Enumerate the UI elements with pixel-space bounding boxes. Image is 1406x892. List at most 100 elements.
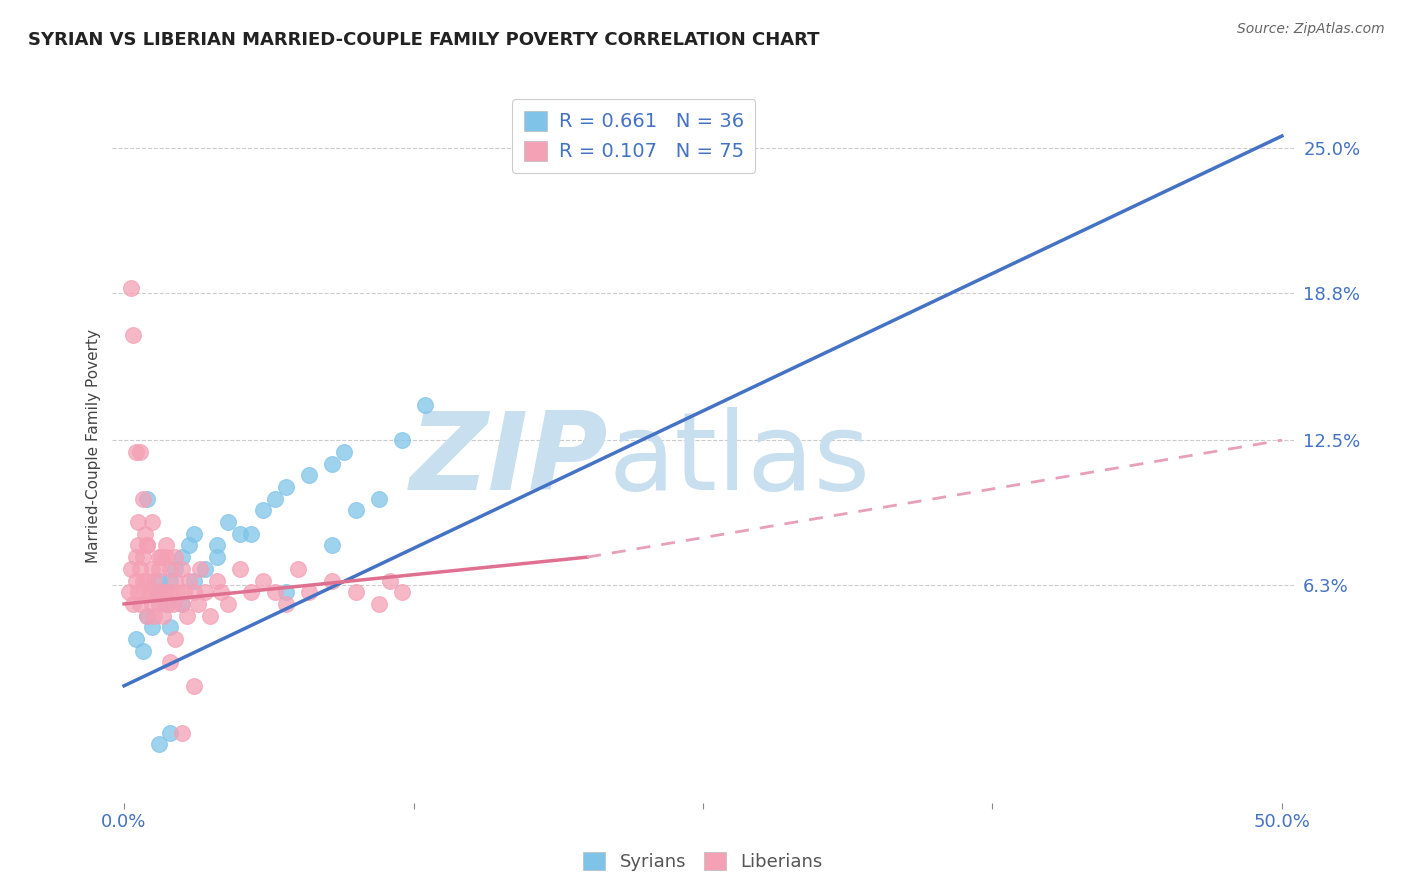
Point (344, 585, 367, 599)
Point (391, 585, 413, 599)
Point (122, 327, 145, 342)
Point (155, 585, 177, 599)
Point (129, 562, 152, 576)
Point (183, 526, 205, 541)
Point (141, 515, 163, 529)
Point (120, 281, 142, 295)
Point (321, 574, 343, 588)
Point (170, 597, 193, 611)
Point (229, 526, 252, 541)
Point (127, 538, 149, 552)
Point (159, 574, 181, 588)
Point (143, 608, 166, 623)
Legend: R = 0.661   N = 36, R = 0.107   N = 75: R = 0.661 N = 36, R = 0.107 N = 75 (512, 99, 755, 173)
Point (120, 562, 142, 576)
Point (136, 608, 159, 623)
Point (194, 562, 217, 576)
Point (143, 574, 166, 588)
Point (148, 574, 170, 588)
Point (177, 538, 200, 552)
Point (176, 608, 198, 623)
Point (198, 608, 221, 623)
Point (344, 503, 367, 517)
Point (263, 491, 285, 506)
Point (276, 585, 298, 599)
Point (127, 585, 149, 599)
Point (187, 597, 209, 611)
Point (229, 562, 252, 576)
Point (298, 468, 321, 483)
Point (367, 491, 389, 506)
Point (177, 574, 200, 588)
Point (141, 620, 163, 634)
Point (124, 632, 146, 646)
Point (141, 597, 163, 611)
Point (152, 608, 174, 623)
Point (159, 656, 181, 670)
Point (159, 725, 181, 739)
Point (391, 433, 413, 447)
Point (163, 632, 186, 646)
Point (138, 585, 160, 599)
Point (150, 585, 173, 599)
Point (148, 562, 170, 576)
Point (124, 574, 146, 588)
Legend: Syrians, Liberians: Syrians, Liberians (576, 845, 830, 879)
Point (170, 550, 193, 565)
Point (240, 585, 263, 599)
Point (321, 538, 343, 552)
Point (183, 585, 205, 599)
Point (122, 597, 145, 611)
Point (276, 597, 298, 611)
Point (159, 620, 181, 634)
Point (217, 597, 239, 611)
Point (155, 550, 177, 565)
Point (163, 562, 186, 576)
Point (252, 503, 274, 517)
Point (141, 562, 163, 576)
Point (173, 585, 195, 599)
Point (134, 585, 156, 599)
Point (129, 445, 152, 459)
Point (155, 538, 177, 552)
Point (287, 562, 309, 576)
Point (170, 562, 193, 576)
Point (205, 538, 228, 552)
Point (118, 585, 141, 599)
Point (209, 585, 232, 599)
Point (240, 526, 263, 541)
Point (298, 585, 321, 599)
Point (333, 445, 356, 459)
Point (150, 550, 173, 565)
Point (131, 644, 153, 658)
Point (134, 526, 156, 541)
Point (166, 585, 188, 599)
Point (136, 538, 159, 552)
Y-axis label: Married-Couple Family Poverty: Married-Couple Family Poverty (86, 329, 101, 563)
Point (157, 597, 180, 611)
Point (129, 597, 152, 611)
Point (159, 585, 181, 599)
Point (148, 597, 170, 611)
Text: atlas: atlas (609, 408, 870, 513)
Point (163, 574, 186, 588)
Point (163, 550, 186, 565)
Text: ZIP: ZIP (411, 408, 609, 513)
Point (217, 515, 239, 529)
Text: Source: ZipAtlas.com: Source: ZipAtlas.com (1237, 22, 1385, 37)
Point (136, 538, 159, 552)
Point (162, 597, 184, 611)
Point (413, 398, 436, 412)
Point (205, 574, 228, 588)
Text: SYRIAN VS LIBERIAN MARRIED-COUPLE FAMILY POVERTY CORRELATION CHART: SYRIAN VS LIBERIAN MARRIED-COUPLE FAMILY… (28, 31, 820, 49)
Point (380, 574, 402, 588)
Point (155, 597, 177, 611)
Point (136, 491, 159, 506)
Point (131, 574, 153, 588)
Point (136, 608, 159, 623)
Point (136, 574, 159, 588)
Point (124, 550, 146, 565)
Point (127, 515, 149, 529)
Point (148, 585, 170, 599)
Point (148, 550, 170, 565)
